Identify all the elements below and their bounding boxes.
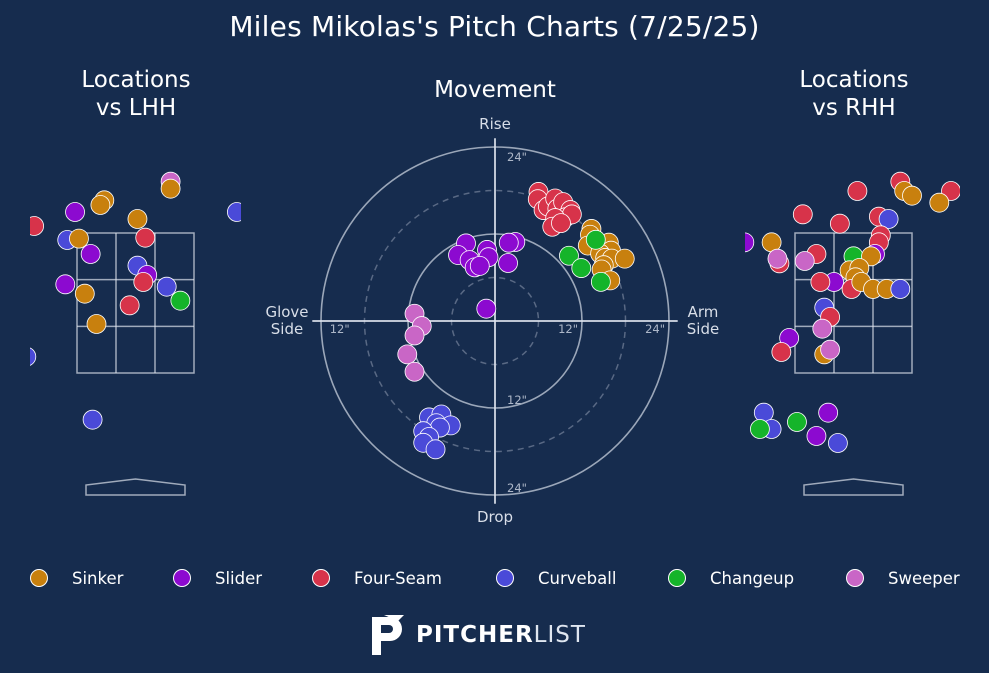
pitcherlist-wordmark: PITCHERLIST [416, 622, 586, 648]
movement-ring-label: 24" [507, 481, 527, 495]
legend-item-changeup: Changeup [668, 566, 794, 590]
legend-label: Sweeper [888, 568, 960, 588]
brand-light-text: LIST [533, 622, 586, 648]
rhh-point-curveball [878, 209, 899, 229]
rhh-home-plate [803, 478, 904, 496]
movement-point-slider [476, 298, 497, 319]
movement-ring-label: 24" [507, 150, 527, 164]
movement-point-slider [469, 255, 490, 276]
lhh-point-curveball [82, 409, 103, 430]
movement-ring-label: 12" [507, 393, 527, 407]
rhh-point-four-seam [771, 342, 792, 362]
movement-point-slider [498, 232, 519, 253]
chart-title: Miles Mikolas's Pitch Charts (7/25/25) [229, 10, 760, 43]
movement-ring-label: 24" [645, 322, 665, 336]
lhh-point-four-seam [119, 295, 140, 316]
lhh-point-curveball [156, 276, 177, 297]
movement-point-sinker [614, 248, 635, 269]
movement-axis-label-rise: Rise [479, 115, 511, 133]
lhh-point-sinker [160, 178, 181, 199]
movement-point-four-seam [551, 213, 571, 234]
lhh-point-four-seam [30, 216, 44, 236]
legend-item-slider: Slider [173, 566, 262, 590]
rhh-panel-title: Locations vs RHH [754, 66, 954, 122]
legend-swatch-sinker [30, 569, 48, 587]
legend-item-sweeper: Sweeper [846, 566, 960, 590]
rhh-point-changeup [787, 412, 807, 432]
movement-axis-label-arm-side: Arm Side [687, 303, 719, 338]
lhh-point-sinker [90, 195, 111, 215]
legend-label: Changeup [710, 568, 795, 588]
rhh-point-four-seam [829, 213, 850, 234]
lhh-point-sinker [86, 314, 107, 334]
rhh-point-sweeper [767, 248, 788, 269]
legend-item-sinker: Sinker [30, 566, 123, 590]
movement-point-changeup [559, 245, 579, 266]
rhh-point-sinker [929, 192, 950, 213]
lhh-point-curveball [227, 202, 241, 222]
lhh-point-curveball [30, 347, 37, 366]
legend-swatch-sweeper [846, 569, 864, 587]
legend-swatch-changeup [668, 569, 686, 587]
rhh-point-sweeper [820, 339, 840, 360]
movement-ring-label: 12" [330, 322, 350, 336]
lhh-panel-title: Locations vs LHH [36, 66, 236, 122]
pitcherlist-logo: PITCHERLIST [368, 612, 586, 658]
legend-item-four-seam: Four-Seam [312, 566, 442, 590]
rhh-point-sweeper [812, 318, 833, 339]
rhh-point-four-seam [792, 204, 813, 225]
movement-point-slider [498, 253, 518, 273]
legend-label: Four-Seam [354, 568, 442, 588]
legend: Sinker Slider Four-Seam Curveball Changeup Sw… [0, 566, 989, 590]
rhh-location-plot [745, 171, 960, 496]
movement-axis-label-glove-side: Glove Side [265, 303, 308, 338]
movement-point-curveball [425, 439, 446, 460]
lhh-point-sinker [69, 228, 89, 249]
lhh-point-sinker [74, 283, 95, 304]
pitcherlist-p-icon [372, 615, 404, 655]
lhh-point-four-seam [135, 227, 156, 248]
rhh-point-slider [745, 232, 755, 253]
rhh-panel-title-text: Locations vs RHH [799, 67, 909, 121]
rhh-point-curveball [828, 433, 848, 453]
lhh-location-plot [30, 171, 241, 496]
movement-plot: 24" 12" 12" 24" 12" 24" Rise Drop Glove Side Arm Si… [265, 115, 719, 526]
legend-swatch-slider [173, 569, 191, 587]
legend-item-curveball: Curveball [496, 566, 616, 590]
lhh-point-four-seam [133, 272, 154, 292]
movement-ring-label: 12" [558, 322, 578, 336]
movement-point-sweeper [397, 344, 418, 365]
movement-point-changeup [590, 271, 611, 292]
lhh-panel-title-text: Locations vs LHH [81, 67, 191, 121]
brand-bold-text: PITCHER [416, 622, 534, 648]
movement-point-sweeper [404, 361, 425, 382]
lhh-point-sinker [127, 209, 148, 229]
movement-panel-title: Movement [434, 77, 556, 103]
movement-point-changeup [585, 229, 606, 250]
movement-point-sweeper [404, 325, 425, 346]
legend-label: Slider [215, 568, 263, 588]
legend-label: Curveball [538, 568, 617, 588]
lhh-home-plate [85, 478, 186, 496]
lhh-point-slider [65, 202, 85, 222]
rhh-point-four-seam [810, 272, 831, 292]
rhh-point-changeup [750, 419, 770, 439]
lhh-point-changeup [170, 290, 191, 311]
movement-axis-label-drop: Drop [477, 508, 513, 526]
movement-point-changeup [571, 258, 592, 278]
legend-label: Sinker [72, 568, 124, 588]
rhh-point-sweeper [794, 251, 815, 271]
lhh-point-slider [80, 244, 101, 264]
legend-swatch-four-seam [312, 569, 330, 587]
lhh-point-slider [55, 274, 76, 295]
legend-swatch-curveball [496, 569, 514, 587]
rhh-point-four-seam [847, 181, 868, 201]
rhh-point-curveball [890, 279, 911, 299]
rhh-point-slider [818, 402, 839, 423]
rhh-point-sinker [902, 185, 922, 206]
rhh-point-slider [806, 426, 827, 446]
